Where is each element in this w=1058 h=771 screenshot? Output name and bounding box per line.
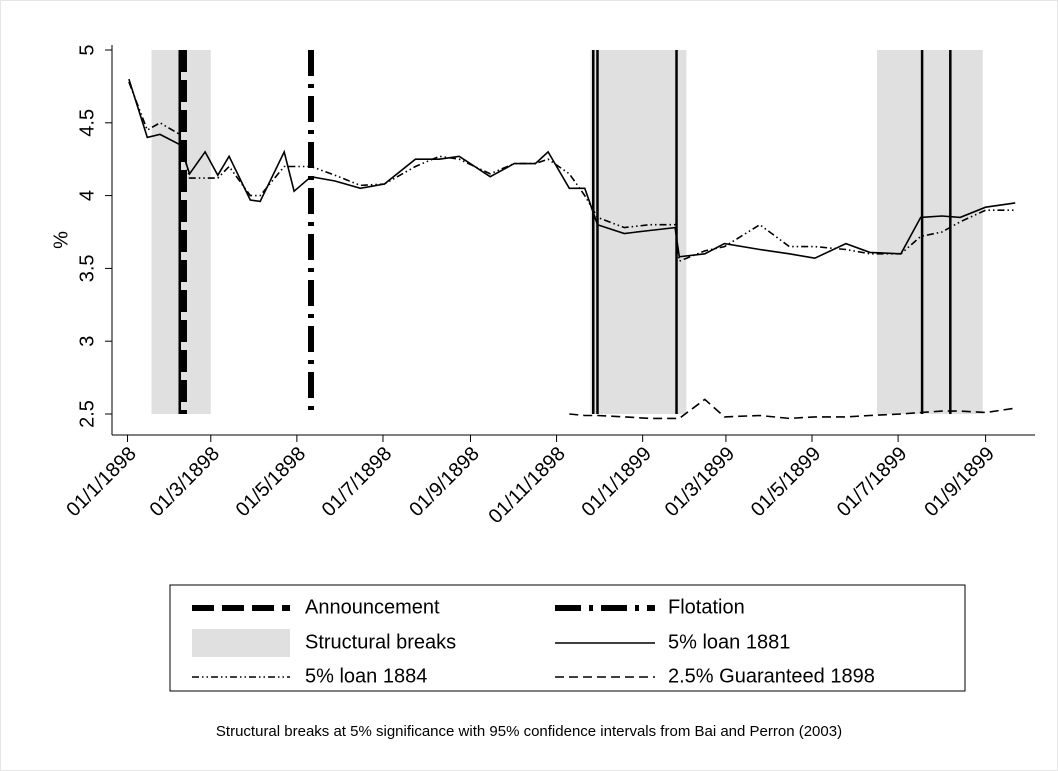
y-tick-label: 3.5	[76, 254, 98, 282]
y-tick-label: 4.5	[76, 109, 98, 137]
y-tick-label: 3	[76, 336, 98, 347]
series-line	[128, 81, 1016, 263]
series-line	[569, 398, 1016, 420]
y-tick-label: 2.5	[76, 400, 98, 428]
y-axis-label: %	[50, 231, 72, 249]
legend-box	[169, 584, 966, 692]
y-tick-label: 4	[76, 190, 98, 201]
legend-label: 5% loan 1884	[305, 665, 427, 687]
y-tick-label: 5	[76, 44, 98, 55]
legend-label: 2.5% Guaranteed 1898	[668, 665, 875, 687]
legend-swatch	[192, 629, 290, 657]
break-interval	[876, 50, 983, 414]
note: Structural breaks at 5% significance wit…	[216, 723, 842, 740]
legend-label: Announcement	[305, 596, 440, 618]
legend-label: Flotation	[668, 596, 745, 618]
legend-label: Structural breaks	[305, 631, 456, 653]
legend-label: 5% loan 1881	[668, 631, 790, 653]
